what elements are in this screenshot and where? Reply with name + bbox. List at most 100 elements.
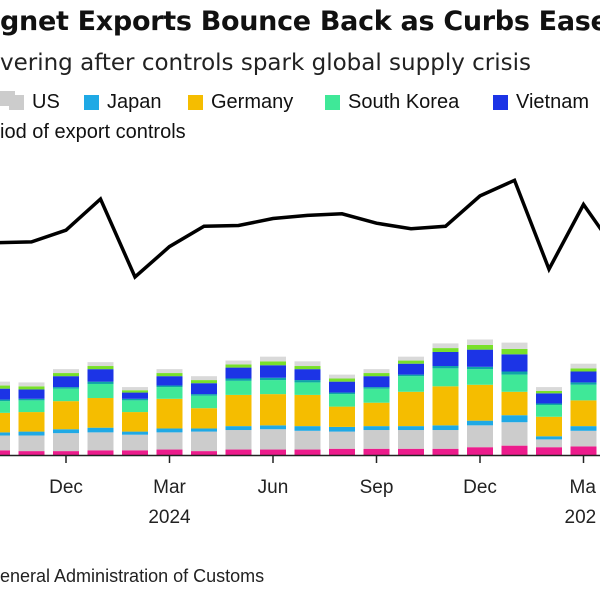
bar-segment-series-7	[398, 360, 424, 364]
bar-segment-vietnam	[18, 389, 45, 399]
bar-segment-japan	[18, 431, 45, 436]
bar-segment-series-7	[570, 368, 597, 372]
legend-item-vietnam: Vietnam	[493, 91, 589, 114]
bar-segment-series-0	[398, 448, 424, 455]
bar-segment-south-korea	[156, 387, 183, 399]
bar-segment-japan	[0, 432, 10, 436]
bar-segment-germany	[260, 394, 286, 426]
chart-subtitle: vering after controls spark global suppl…	[0, 50, 531, 76]
bar-segment-series-8	[570, 363, 597, 369]
bar-segment-series-7	[156, 373, 183, 377]
bar-segment-us	[501, 422, 528, 446]
bar-segment-vietnam	[294, 369, 321, 381]
bar-segment-south-korea	[122, 400, 148, 413]
bar-segment-vietnam	[467, 349, 493, 367]
bar-segment-series-0	[467, 447, 493, 455]
bar-segment-us	[260, 429, 286, 450]
bar-segment-japan	[156, 428, 183, 433]
legend-label: Germany	[211, 91, 294, 113]
bar-segment-vietnam	[329, 381, 355, 393]
bar-segment-series-5	[18, 398, 45, 401]
bar-segment-series-8	[53, 369, 79, 374]
bar-segment-japan	[363, 426, 390, 431]
bar-segment-us	[329, 431, 355, 449]
bar-segment-germany	[363, 402, 390, 427]
bar-segment-us	[570, 430, 597, 447]
chart-note: iod of export controls	[0, 121, 186, 143]
bar-segment-series-7	[122, 390, 148, 393]
x-year-label: 2024	[148, 507, 191, 528]
bar-segment-south-korea	[294, 382, 321, 395]
bar-segment-japan	[570, 426, 597, 431]
bar-segment-series-0	[536, 447, 562, 455]
bar-segment-series-8	[122, 387, 148, 391]
bar-segment-japan	[398, 426, 424, 431]
bar-segment-germany	[398, 391, 424, 427]
bar-segment-vietnam	[570, 371, 597, 383]
bar-segment-south-korea	[53, 388, 79, 402]
bar-segment-vietnam	[225, 367, 252, 379]
bar-segment-germany	[122, 412, 148, 432]
bar-segment-series-5	[260, 377, 286, 381]
bar-segment-series-0	[87, 450, 114, 455]
bar-segment-series-0	[122, 450, 148, 455]
bar-segment-series-8	[260, 356, 286, 362]
bar-segment-japan	[53, 429, 79, 434]
bar-segment-vietnam	[156, 376, 183, 386]
bar-segment-series-5	[467, 366, 493, 370]
bar-segment-south-korea	[0, 401, 10, 413]
bar-segment-series-5	[122, 398, 148, 401]
bar-segment-germany	[225, 394, 252, 427]
bar-segment-series-8	[18, 382, 45, 387]
bar-segment-south-korea	[191, 395, 217, 409]
legend-swatch	[493, 95, 508, 110]
bar-segment-us	[398, 430, 424, 449]
bar-segment-south-korea	[536, 405, 562, 417]
bar-segment-series-8	[467, 339, 493, 345]
bar-segment-germany	[329, 406, 355, 427]
legend-swatch	[9, 95, 24, 110]
bar-segment-germany	[191, 408, 217, 429]
bar-segment-japan	[87, 427, 114, 433]
bar-segment-germany	[570, 400, 597, 427]
bar-segment-vietnam	[0, 388, 10, 400]
bar-segment-japan	[329, 426, 355, 432]
bar-segment-south-korea	[329, 394, 355, 407]
bar-segment-germany	[87, 398, 114, 428]
bar-segment-series-0	[225, 449, 252, 455]
bar-segment-series-5	[87, 381, 114, 384]
bar-segment-series-0	[18, 451, 45, 455]
bar-segment-south-korea	[260, 380, 286, 395]
bar-segment-vietnam	[53, 376, 79, 388]
bar-segment-vietnam	[363, 376, 390, 388]
bar-segment-series-5	[570, 382, 597, 385]
bar-segment-series-0	[329, 448, 355, 455]
legend-swatch	[188, 95, 203, 110]
x-tick-label: Dec	[49, 477, 83, 498]
bar-segment-japan	[294, 426, 321, 431]
bar-segment-series-5	[501, 371, 528, 375]
legend-item-germany: Germany	[188, 91, 293, 114]
bar-segment-series-8	[398, 356, 424, 361]
bar-segment-japan	[432, 425, 459, 431]
bar-segment-series-8	[501, 342, 528, 349]
bar-segment-series-7	[329, 378, 355, 382]
bar-segment-series-0	[191, 451, 217, 455]
bar-segment-series-0	[0, 450, 10, 455]
legend-label: US	[32, 91, 60, 113]
chart-area: Dec Mar 2024 Jun Sep Dec Ma 202	[0, 177, 600, 528]
bar-segment-series-8	[329, 374, 355, 379]
bar-segment-japan	[191, 428, 217, 432]
bar-segment-series-7	[363, 373, 390, 377]
bar-segment-series-8	[363, 369, 390, 374]
bar-segment-vietnam	[191, 383, 217, 395]
x-tick-label: Jun	[258, 477, 289, 498]
bar-segment-us	[225, 430, 252, 450]
bar-segment-series-5	[329, 392, 355, 395]
bar-segment-series-0	[363, 448, 390, 455]
legend-label: South Korea	[348, 91, 460, 113]
bar-segment-series-8	[87, 362, 114, 367]
bar-segment-series-5	[536, 403, 562, 406]
bar-segment-vietnam	[536, 393, 562, 404]
bar-segment-vietnam	[87, 369, 114, 382]
